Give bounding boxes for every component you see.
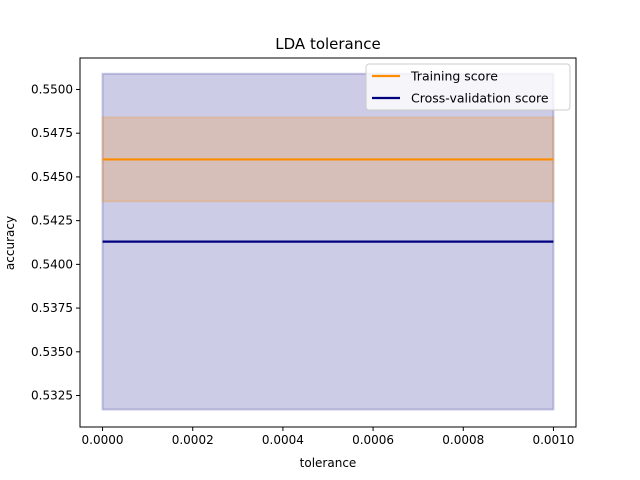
- y-tick-label: 0.5350: [31, 345, 73, 359]
- y-axis-ticks: 0.5325 0.5350 0.5375 0.5400 0.5425 0.5450 0.54…: [31, 82, 80, 403]
- x-axis-label: tolerance: [300, 456, 357, 470]
- series-lines: [102, 158, 554, 243]
- y-tick-label: 0.5475: [31, 126, 73, 140]
- legend-box: [365, 63, 571, 111]
- y-tick-label: 0.5500: [31, 82, 73, 96]
- legend-entry: Training score: [410, 69, 498, 84]
- y-tick-label: 0.5375: [31, 301, 73, 315]
- legend-entry: Cross-validation score: [411, 91, 549, 106]
- y-tick-label: 0.5325: [31, 389, 73, 403]
- x-tick-label: 0.0002: [172, 433, 214, 447]
- y-tick-label: 0.5450: [31, 170, 73, 184]
- x-tick-label: 0.0004: [262, 433, 304, 447]
- chart-title: LDA tolerance: [275, 35, 380, 53]
- axes-frame: [79, 57, 577, 428]
- x-axis-ticks: 0.0000 0.0002 0.0004 0.0006 0.0008 0.0010: [82, 427, 574, 447]
- y-axis-label: accuracy: [3, 216, 17, 270]
- y-tick-label: 0.5400: [31, 257, 73, 271]
- y-tick-label: 0.5425: [31, 214, 73, 228]
- x-tick-label: 0.0010: [532, 433, 574, 447]
- x-tick-label: 0.0008: [442, 433, 484, 447]
- legend: Training score Cross-validation score: [365, 63, 571, 111]
- x-tick-label: 0.0006: [352, 433, 394, 447]
- x-tick-label: 0.0000: [82, 433, 124, 447]
